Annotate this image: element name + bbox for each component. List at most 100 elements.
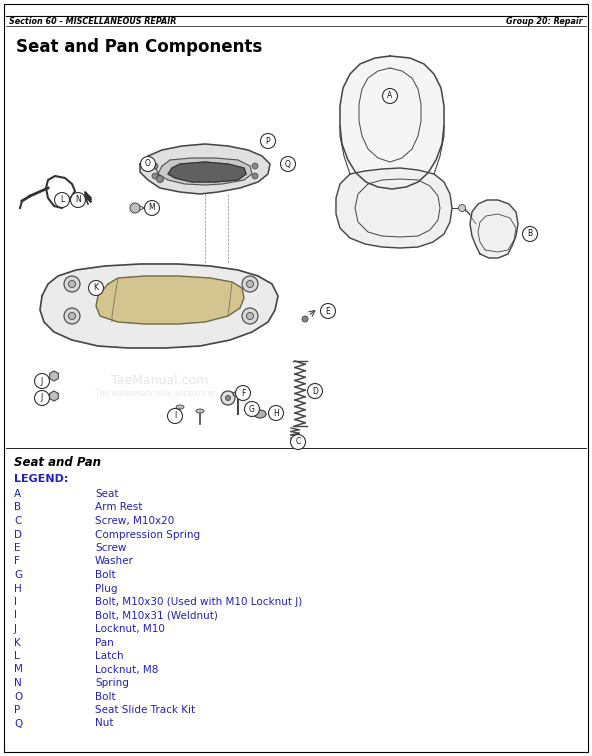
Text: F: F: [14, 556, 20, 566]
Circle shape: [242, 276, 258, 292]
Circle shape: [252, 173, 258, 179]
Text: P: P: [266, 137, 271, 145]
Text: I: I: [14, 611, 17, 621]
Circle shape: [382, 88, 397, 104]
Circle shape: [302, 316, 308, 322]
Ellipse shape: [176, 405, 184, 409]
Text: Arm Rest: Arm Rest: [95, 503, 142, 513]
Text: O: O: [145, 160, 151, 169]
Polygon shape: [470, 200, 518, 258]
Text: Pan: Pan: [95, 637, 114, 647]
Text: N: N: [14, 678, 22, 688]
Text: Q: Q: [285, 160, 291, 169]
Circle shape: [34, 373, 50, 389]
Text: Spring: Spring: [95, 678, 129, 688]
Text: G: G: [14, 570, 22, 580]
Text: I: I: [14, 597, 17, 607]
Circle shape: [260, 134, 275, 148]
Text: Washer: Washer: [95, 556, 134, 566]
Text: I: I: [174, 411, 176, 420]
Circle shape: [64, 276, 80, 292]
Text: B: B: [14, 503, 21, 513]
Text: H: H: [273, 408, 279, 417]
Text: K: K: [14, 637, 21, 647]
Text: D: D: [312, 386, 318, 395]
Text: J: J: [14, 624, 17, 634]
Circle shape: [523, 227, 538, 241]
Text: J: J: [41, 376, 43, 386]
Text: C: C: [14, 516, 21, 526]
Text: Screw, M10x20: Screw, M10x20: [95, 516, 174, 526]
Circle shape: [221, 391, 235, 405]
Text: C: C: [295, 438, 301, 447]
Circle shape: [88, 280, 104, 296]
Circle shape: [144, 200, 159, 215]
Text: Seat and Pan Components: Seat and Pan Components: [16, 38, 262, 56]
Text: The watermark only appears on...: The watermark only appears on...: [95, 389, 225, 398]
Polygon shape: [96, 276, 244, 324]
Circle shape: [320, 303, 336, 318]
Circle shape: [140, 156, 156, 172]
Circle shape: [236, 386, 250, 401]
Circle shape: [246, 312, 253, 320]
Circle shape: [307, 383, 323, 398]
Circle shape: [64, 308, 80, 324]
Text: M: M: [149, 203, 155, 212]
Text: TaeManual.com: TaeManual.com: [111, 374, 209, 388]
Circle shape: [70, 193, 85, 207]
Text: L: L: [14, 651, 20, 661]
Ellipse shape: [196, 409, 204, 413]
Text: Q: Q: [14, 718, 22, 729]
Text: Locknut, M8: Locknut, M8: [95, 665, 159, 674]
Polygon shape: [40, 264, 278, 348]
Circle shape: [34, 391, 50, 405]
Text: F: F: [241, 389, 245, 398]
Ellipse shape: [233, 392, 243, 396]
Circle shape: [156, 175, 163, 182]
Circle shape: [130, 203, 140, 213]
Text: J: J: [41, 394, 43, 402]
Text: A: A: [14, 489, 21, 499]
Text: Seat and Pan: Seat and Pan: [14, 456, 101, 469]
Text: Seat Slide Track Kit: Seat Slide Track Kit: [95, 705, 195, 715]
Polygon shape: [50, 371, 59, 381]
Text: Group 20: Repair: Group 20: Repair: [506, 17, 583, 26]
Circle shape: [252, 163, 258, 169]
Polygon shape: [158, 158, 252, 185]
Text: H: H: [14, 584, 22, 593]
Circle shape: [54, 193, 69, 207]
Text: LEGEND:: LEGEND:: [14, 474, 68, 484]
Text: Bolt, M10x31 (Weldnut): Bolt, M10x31 (Weldnut): [95, 611, 218, 621]
Text: E: E: [14, 543, 21, 553]
Text: L: L: [60, 196, 64, 205]
Text: Nut: Nut: [95, 718, 114, 729]
Polygon shape: [168, 162, 246, 182]
Text: D: D: [14, 529, 22, 540]
Text: Bolt: Bolt: [95, 570, 115, 580]
Circle shape: [69, 312, 76, 320]
Circle shape: [246, 280, 253, 287]
Text: Compression Spring: Compression Spring: [95, 529, 200, 540]
Circle shape: [226, 395, 230, 401]
Polygon shape: [336, 168, 452, 248]
Text: Locknut, M10: Locknut, M10: [95, 624, 165, 634]
Polygon shape: [50, 391, 59, 401]
Text: Bolt, M10x30 (Used with M10 Locknut J): Bolt, M10x30 (Used with M10 Locknut J): [95, 597, 303, 607]
Text: Latch: Latch: [95, 651, 124, 661]
Text: N: N: [75, 196, 81, 205]
Circle shape: [244, 401, 259, 417]
Circle shape: [269, 405, 284, 420]
Text: A: A: [387, 91, 392, 101]
Text: Plug: Plug: [95, 584, 117, 593]
Circle shape: [69, 280, 76, 287]
Circle shape: [168, 408, 182, 423]
Ellipse shape: [254, 410, 266, 418]
Text: O: O: [14, 692, 22, 702]
Polygon shape: [340, 56, 444, 189]
Text: Bolt: Bolt: [95, 692, 115, 702]
Text: Screw: Screw: [95, 543, 126, 553]
Text: K: K: [94, 284, 98, 293]
Circle shape: [281, 156, 295, 172]
Text: E: E: [326, 306, 330, 315]
Text: P: P: [14, 705, 20, 715]
